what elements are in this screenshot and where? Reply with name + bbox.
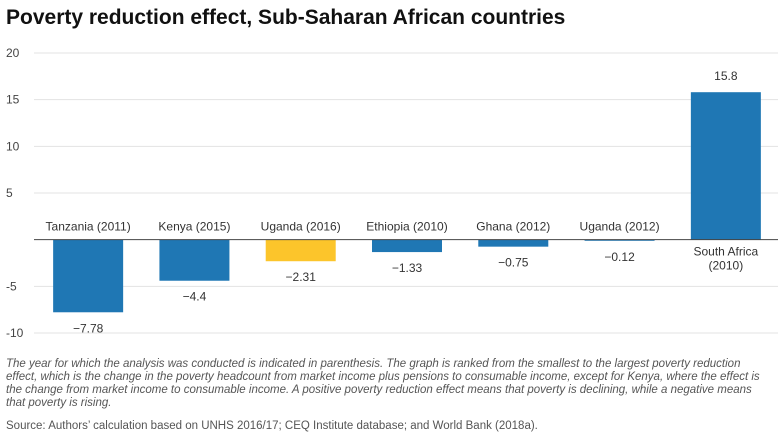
bar [265, 239, 336, 262]
chart-source: Source: Authors’ calculation based on UN… [6, 420, 538, 432]
bar [159, 239, 230, 281]
y-tick-label: 20 [6, 46, 20, 60]
y-tick-label: 5 [6, 186, 13, 200]
category-label: Ghana (2012) [476, 220, 550, 234]
y-tick-label: -10 [6, 326, 24, 340]
data-label: −0.12 [604, 250, 635, 264]
data-label: −7.78 [73, 321, 104, 335]
category-label: Uganda (2012) [580, 220, 660, 234]
y-tick-label: -5 [6, 279, 17, 293]
category-label: Tanzania (2011) [46, 220, 131, 234]
category-label: South Africa (2010) [693, 245, 758, 273]
bar [53, 239, 124, 313]
category-label: Uganda (2016) [261, 220, 341, 234]
y-tick-label: 10 [6, 139, 20, 153]
bar [372, 239, 442, 253]
data-label: −2.31 [286, 270, 317, 284]
data-label: −0.75 [498, 256, 529, 270]
bar [690, 92, 761, 240]
bar [478, 239, 549, 247]
y-tick-label: 15 [6, 93, 20, 107]
data-label: −1.33 [392, 261, 423, 275]
data-label: 15.8 [714, 69, 738, 83]
category-label: Ethiopia (2010) [366, 220, 447, 234]
bar [584, 239, 655, 241]
chart-note: The year for which the analysis was cond… [6, 358, 760, 409]
data-label: −4.4 [183, 290, 207, 304]
category-label: Kenya (2015) [158, 220, 230, 234]
chart-title: Poverty reduction effect, Sub-Saharan Af… [6, 6, 566, 29]
